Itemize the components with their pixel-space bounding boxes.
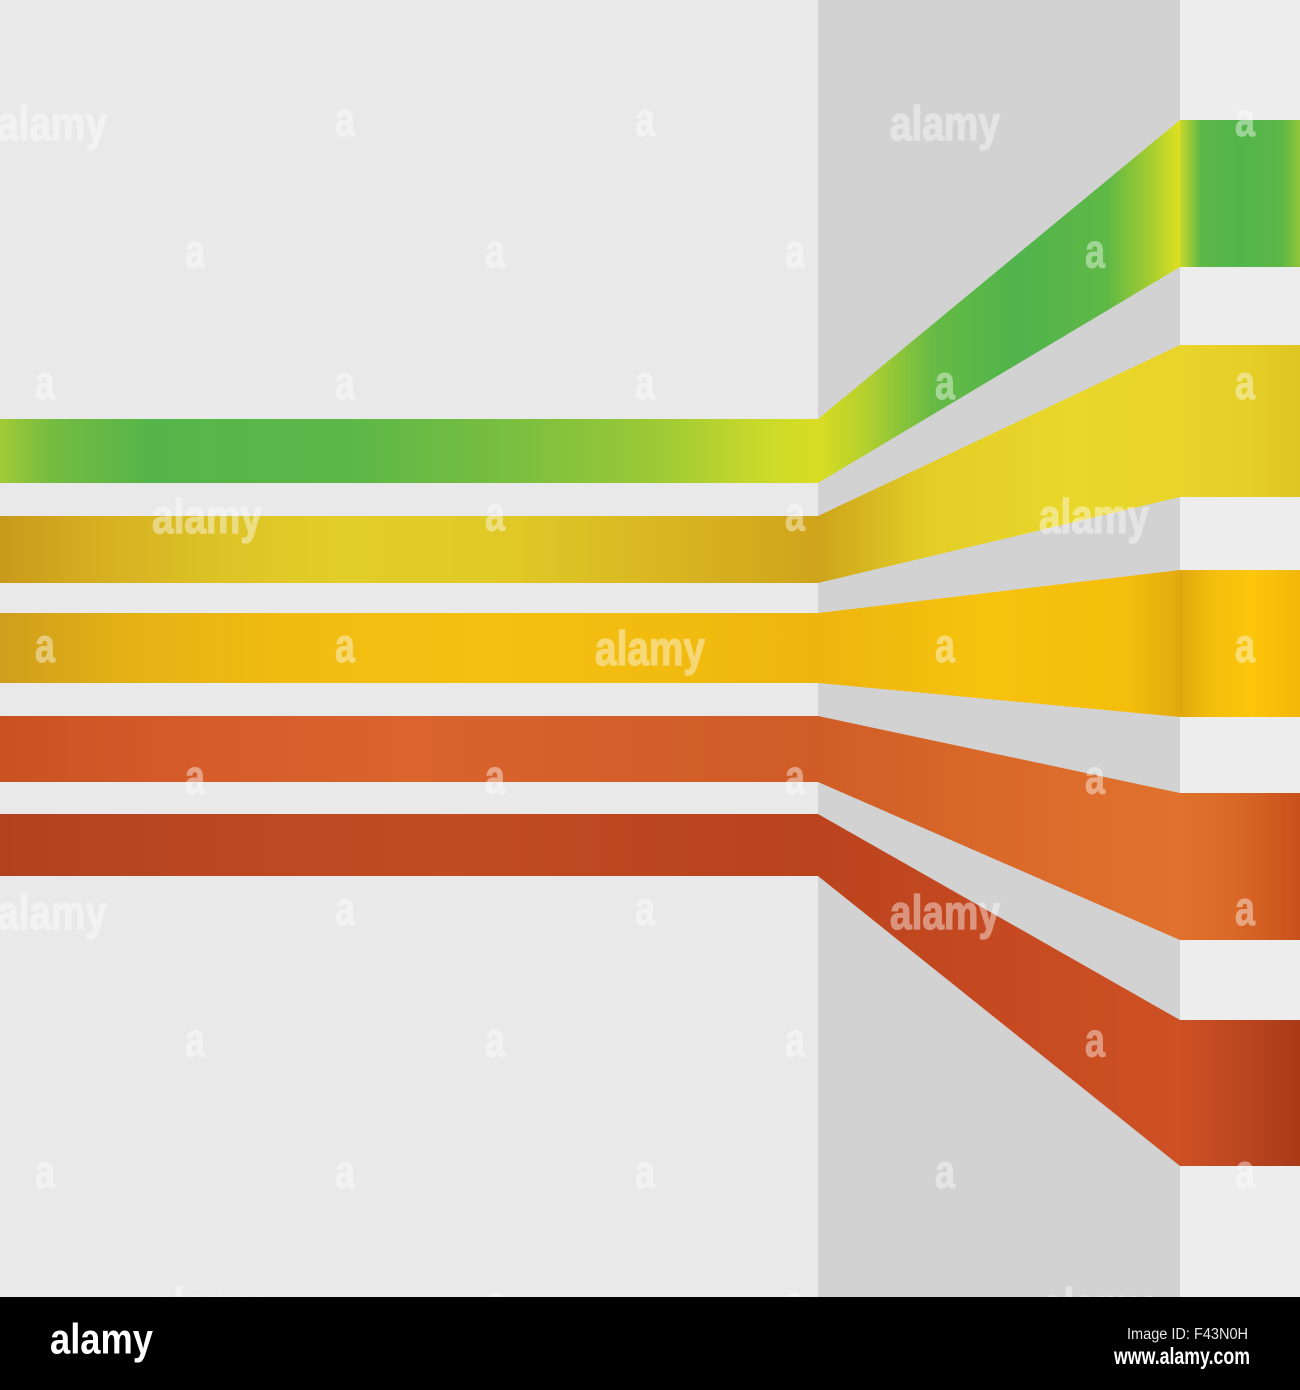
svg-text:a: a (635, 1146, 655, 1199)
svg-text:a: a (935, 357, 955, 410)
svg-text:a: a (635, 883, 655, 936)
svg-text:Image ID: F43N0H: Image ID: F43N0H (1127, 1326, 1248, 1343)
svg-text:a: a (1085, 752, 1105, 805)
svg-text:alamy: alamy (0, 98, 107, 151)
svg-text:a: a (335, 357, 355, 410)
svg-text:alamy: alamy (595, 623, 705, 676)
svg-text:alamy: alamy (152, 491, 262, 544)
svg-text:a: a (1235, 94, 1255, 147)
svg-text:alamy: alamy (1039, 491, 1149, 544)
svg-text:a: a (1085, 1015, 1105, 1068)
svg-text:a: a (1235, 883, 1255, 936)
svg-text:a: a (35, 620, 55, 673)
svg-text:a: a (485, 752, 505, 805)
svg-text:a: a (935, 1146, 955, 1199)
svg-text:a: a (185, 226, 205, 279)
svg-text:a: a (185, 1015, 205, 1068)
svg-text:alamy: alamy (0, 887, 107, 940)
svg-text:a: a (485, 226, 505, 279)
svg-text:a: a (785, 752, 805, 805)
svg-text:a: a (335, 620, 355, 673)
svg-text:a: a (635, 357, 655, 410)
svg-text:a: a (335, 94, 355, 147)
svg-text:alamy: alamy (890, 887, 1000, 940)
svg-text:a: a (785, 1015, 805, 1068)
svg-text:a: a (35, 357, 55, 410)
svg-text:a: a (35, 1146, 55, 1199)
svg-text:a: a (935, 620, 955, 673)
svg-text:a: a (1235, 357, 1255, 410)
svg-text:alamy: alamy (50, 1316, 153, 1364)
svg-text:alamy: alamy (890, 98, 1000, 151)
svg-text:a: a (1235, 1146, 1255, 1199)
svg-text:a: a (335, 883, 355, 936)
svg-text:a: a (185, 752, 205, 805)
svg-text:a: a (485, 1015, 505, 1068)
svg-text:a: a (1235, 620, 1255, 673)
svg-text:a: a (785, 489, 805, 542)
svg-text:a: a (335, 1146, 355, 1199)
svg-text:a: a (785, 226, 805, 279)
svg-text:a: a (485, 489, 505, 542)
svg-text:a: a (635, 94, 655, 147)
svg-text:a: a (1085, 226, 1105, 279)
svg-text:www.alamy.com: www.alamy.com (1113, 1343, 1250, 1369)
